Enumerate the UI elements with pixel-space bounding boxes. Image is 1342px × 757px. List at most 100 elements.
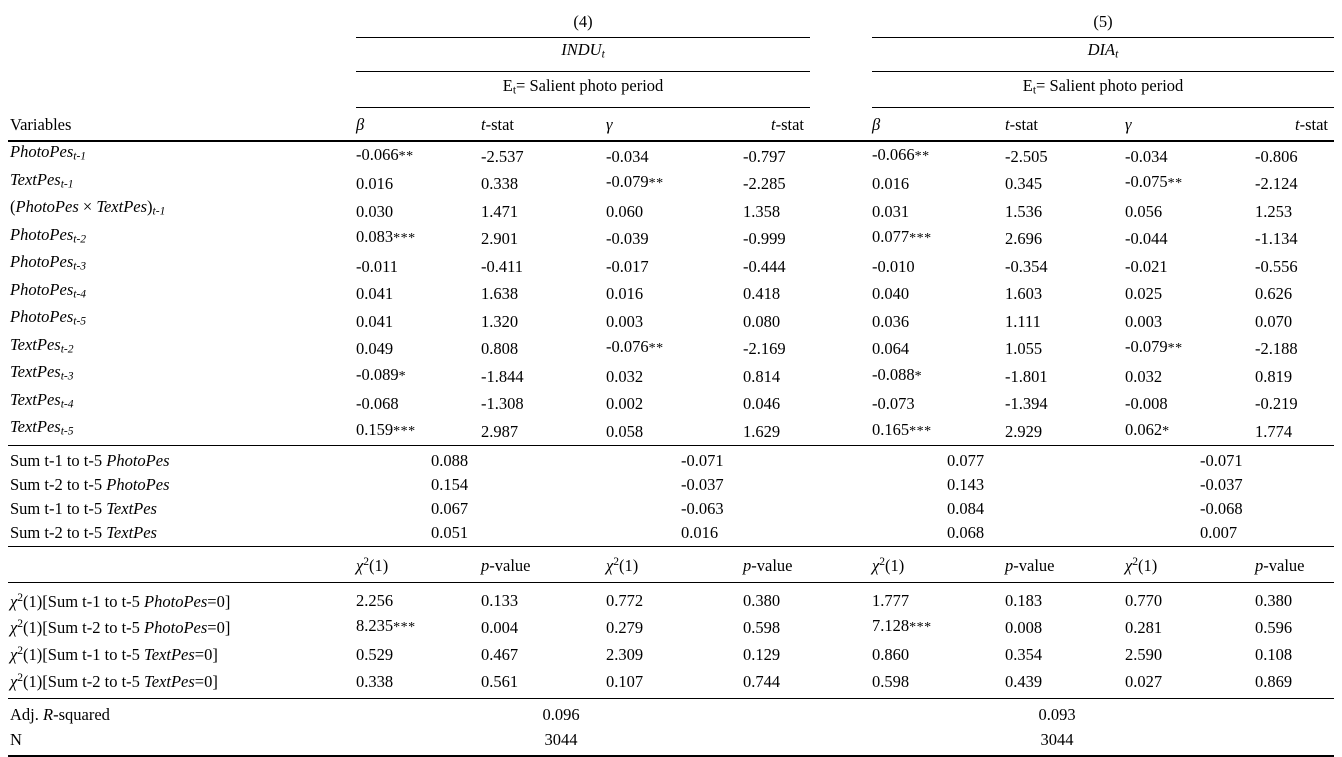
significance-stars: **: [398, 148, 414, 164]
text-segment: ×: [78, 197, 97, 217]
gap-cell: [810, 545, 872, 583]
table-row: PhotoPest-1 -0.066** -2.537 -0.034 -0.797 -0.…: [8, 141, 1334, 170]
value-cell: 0.819: [1255, 366, 1293, 386]
table-row: Sum t-2 to t-5 TextPes 0.051 0.016 0.068 0.0…: [8, 522, 1334, 547]
text-segment: (1)[Sum t-1 to t-5: [23, 591, 145, 611]
gap-cell: [810, 72, 872, 108]
text-segment: E: [1022, 76, 1033, 96]
row-label: χ2(1)[Sum t-1 to t-5 PhotoPes=0]: [8, 582, 356, 614]
text-segment: =0]: [207, 618, 231, 638]
pvalue-header: p-value: [1255, 545, 1334, 583]
value-cell: -0.063: [681, 498, 724, 518]
value-cell: 0.183: [1005, 591, 1043, 611]
significance-stars: **: [648, 176, 664, 192]
value-cell: 0.154: [431, 474, 469, 494]
value-cell: -0.044: [1125, 229, 1168, 249]
text-segment: t-2: [60, 343, 74, 356]
gap-cell: [810, 225, 872, 253]
text-segment: -stat: [1299, 115, 1328, 134]
text-segment: INDU: [561, 40, 602, 60]
value-cell: -1.134: [1255, 229, 1298, 249]
value-cell: 0.041: [356, 284, 394, 304]
value-cell: 0.016: [356, 174, 394, 194]
value-cell: 0.062*: [1125, 419, 1170, 439]
significance-stars: ***: [909, 423, 932, 439]
gap-cell: [810, 280, 872, 308]
row-label: PhotoPest-1: [8, 141, 356, 170]
text-segment: 2: [17, 618, 24, 631]
table-row: Adj. R-squared 0.096 0.093: [8, 698, 1334, 728]
value-cell: -0.806: [1255, 146, 1298, 166]
value-cell: -0.556: [1255, 256, 1298, 276]
table-row: PhotoPest-5 0.041 1.320 0.003 0.080 0.036 1.11…: [8, 307, 1334, 335]
value-cell: -0.089*: [356, 364, 407, 384]
value-cell: -0.068: [356, 394, 399, 414]
text-segment: -value: [489, 555, 531, 575]
value-cell: 0.279: [606, 618, 644, 638]
significance-stars: *: [1162, 423, 1170, 439]
value-cell: 2.696: [1005, 229, 1043, 249]
value-cell: 0.077***: [872, 227, 932, 247]
text-segment: (1): [1138, 555, 1158, 575]
text-segment: PhotoPes: [106, 474, 170, 494]
value-cell: 2.901: [481, 229, 519, 249]
text-segment: TextPes: [96, 197, 148, 217]
value-cell: -0.017: [606, 256, 649, 276]
text-segment: (1): [619, 555, 639, 575]
value-cell: 0.598: [872, 667, 1005, 699]
value-cell: 0.027: [1125, 667, 1255, 699]
significance-stars: **: [914, 148, 930, 164]
row-label: PhotoPest-3: [8, 252, 356, 280]
text-segment: R: [43, 704, 54, 724]
text-segment: 2: [1132, 555, 1139, 568]
gap-cell: [810, 197, 872, 225]
value-cell: 1.111: [1005, 311, 1041, 331]
value-cell: -2.188: [1255, 339, 1298, 359]
value-cell: 2.929: [1005, 421, 1043, 441]
value-cell: 0.380: [743, 591, 781, 611]
value-cell: -0.076**: [606, 337, 664, 357]
table-row: PhotoPest-4 0.041 1.638 0.016 0.418 0.040 1.60…: [8, 280, 1334, 308]
text-segment: = Salient photo period: [1036, 76, 1184, 96]
gap-cell: [810, 107, 872, 142]
table-row: χ2(1)[Sum t-1 to t-5 PhotoPes=0] 2.256 0.1…: [8, 582, 1334, 614]
value-cell: 0.002: [606, 394, 644, 414]
value-cell: 0.596: [1255, 618, 1293, 638]
gap-cell: [810, 362, 872, 390]
table-row: TextPest-5 0.159*** 2.987 0.058 1.629 0.165**…: [8, 417, 1334, 445]
text-segment: χ: [10, 644, 18, 664]
significance-stars: ***: [393, 620, 416, 636]
text-segment: t-4: [60, 398, 74, 411]
text-segment: t-1: [73, 150, 87, 163]
value-cell: 1.629: [743, 421, 781, 441]
text-segment: t: [512, 85, 517, 97]
value-cell: -1.394: [1005, 394, 1048, 414]
row-label: Sum t-1 to t-5 PhotoPes: [8, 444, 356, 474]
value-cell: 7.128***: [872, 616, 932, 636]
value-cell: 0.107: [606, 667, 743, 699]
value-cell: 0.036: [872, 311, 910, 331]
gap-cell: [810, 335, 872, 363]
value-cell: 3044: [356, 727, 810, 757]
text-segment: PhotoPes: [10, 279, 74, 299]
gap-cell: [810, 252, 872, 280]
value-cell: 0.439: [1005, 667, 1125, 699]
value-cell: 0.058: [606, 421, 644, 441]
significance-stars: **: [648, 341, 664, 357]
value-cell: -1.308: [481, 394, 524, 414]
gap-cell: [810, 38, 872, 72]
gap-cell: [810, 498, 872, 522]
value-cell: -0.079**: [606, 172, 664, 192]
value-cell: -0.219: [1255, 394, 1298, 414]
condition-dia: Et= Salient photo period: [872, 71, 1334, 108]
tstat-header: t-stat: [1255, 107, 1334, 142]
value-cell: 0.129: [743, 644, 781, 664]
paper-table-page: { "table": { "variables_label": "Variabl…: [0, 6, 1342, 757]
value-cell: 1.055: [1005, 339, 1043, 359]
text-segment: TextPes: [10, 417, 61, 437]
value-cell: 0.165***: [872, 419, 932, 439]
table-row: TextPest-1 0.016 0.338 -0.079** -2.285 0.016 0…: [8, 170, 1334, 198]
significance-stars: ***: [393, 423, 416, 439]
value-cell: 0.108: [1255, 644, 1293, 664]
text-segment: = Salient photo period: [516, 76, 664, 96]
